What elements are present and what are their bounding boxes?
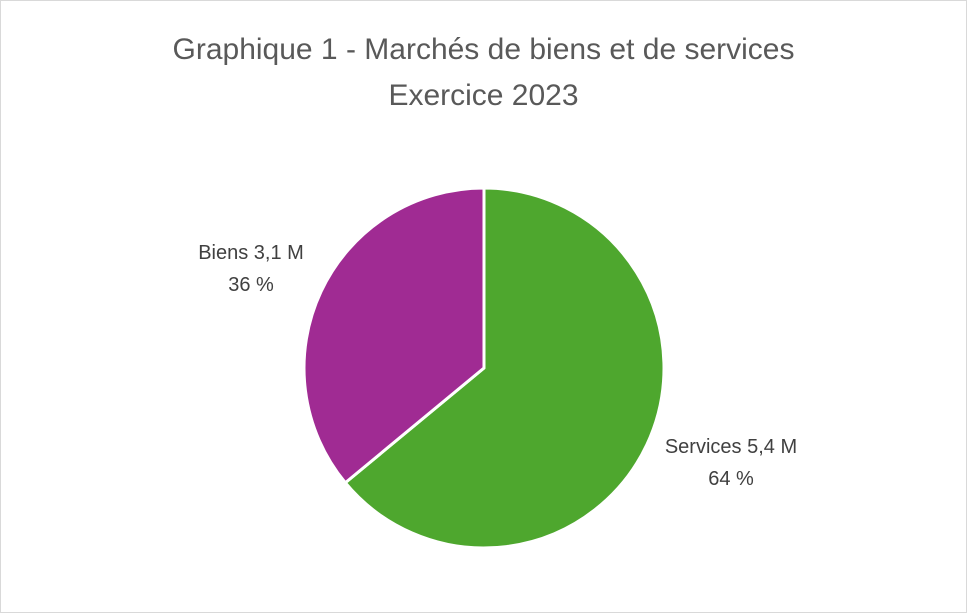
pie-slice-services: [343, 186, 666, 550]
slice-label-biens: Biens 3,1 M 36 %: [176, 237, 326, 301]
slice-value: 5,4 M: [747, 436, 798, 458]
slice-category: Biens: [198, 242, 249, 264]
slice-percent: 36 %: [228, 274, 274, 296]
chart-title: Graphique 1 - Marchés de biens et de ser…: [172, 33, 795, 66]
slice-label-services: Services 5,4 M 64 %: [646, 431, 816, 495]
chart-subtitle: Exercice 2023: [388, 79, 579, 112]
pie-slice-biens: [302, 186, 486, 485]
slice-value: 3,1 M: [253, 242, 304, 264]
slice-category: Services: [664, 436, 742, 458]
chart-title-block: Graphique 1 - Marchés de biens et de ser…: [1, 27, 966, 119]
slice-percent: 64 %: [708, 468, 754, 490]
pie-slices: [302, 186, 666, 550]
